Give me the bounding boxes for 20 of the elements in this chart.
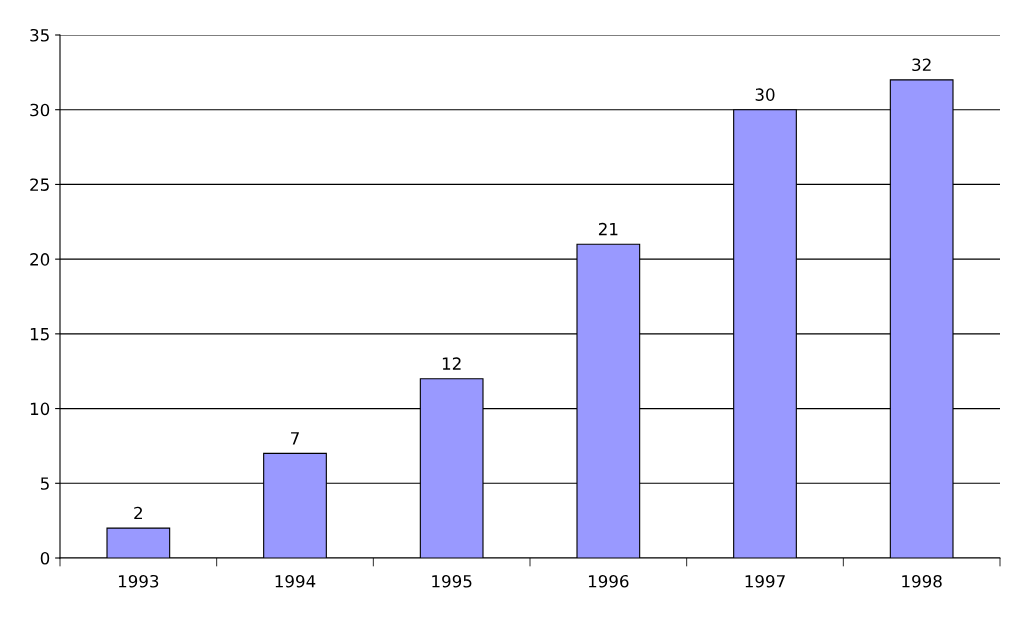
x-tick-label: 1997 [745,574,785,588]
y-tick-label: 25 [30,178,49,191]
x-tick-label: 1998 [902,574,942,588]
data-label: 30 [755,88,775,101]
y-tick-label: 30 [30,103,50,117]
y-tick-label: 0 [40,551,50,565]
data-label: 7 [291,432,299,445]
x-tick-label: 1996 [588,574,629,588]
data-label: 32 [912,58,931,72]
y-tick-label: 20 [30,253,50,266]
x-tick-label: 1993 [118,574,159,588]
y-tick-label: 10 [30,402,50,416]
x-tick-label: 1994 [275,574,316,588]
y-tick-label: 15 [30,328,49,341]
data-label: 21 [598,222,618,236]
x-tick-label: 1995 [432,574,472,588]
data-label: 2 [134,506,142,520]
data-label: 12 [442,357,461,370]
y-tick-label: 35 [30,28,49,42]
y-tick-label: 5 [40,477,49,490]
